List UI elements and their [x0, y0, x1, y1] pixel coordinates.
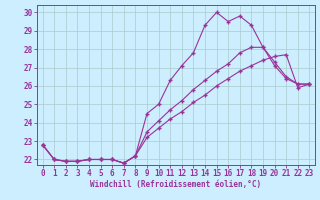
X-axis label: Windchill (Refroidissement éolien,°C): Windchill (Refroidissement éolien,°C) [91, 180, 261, 189]
